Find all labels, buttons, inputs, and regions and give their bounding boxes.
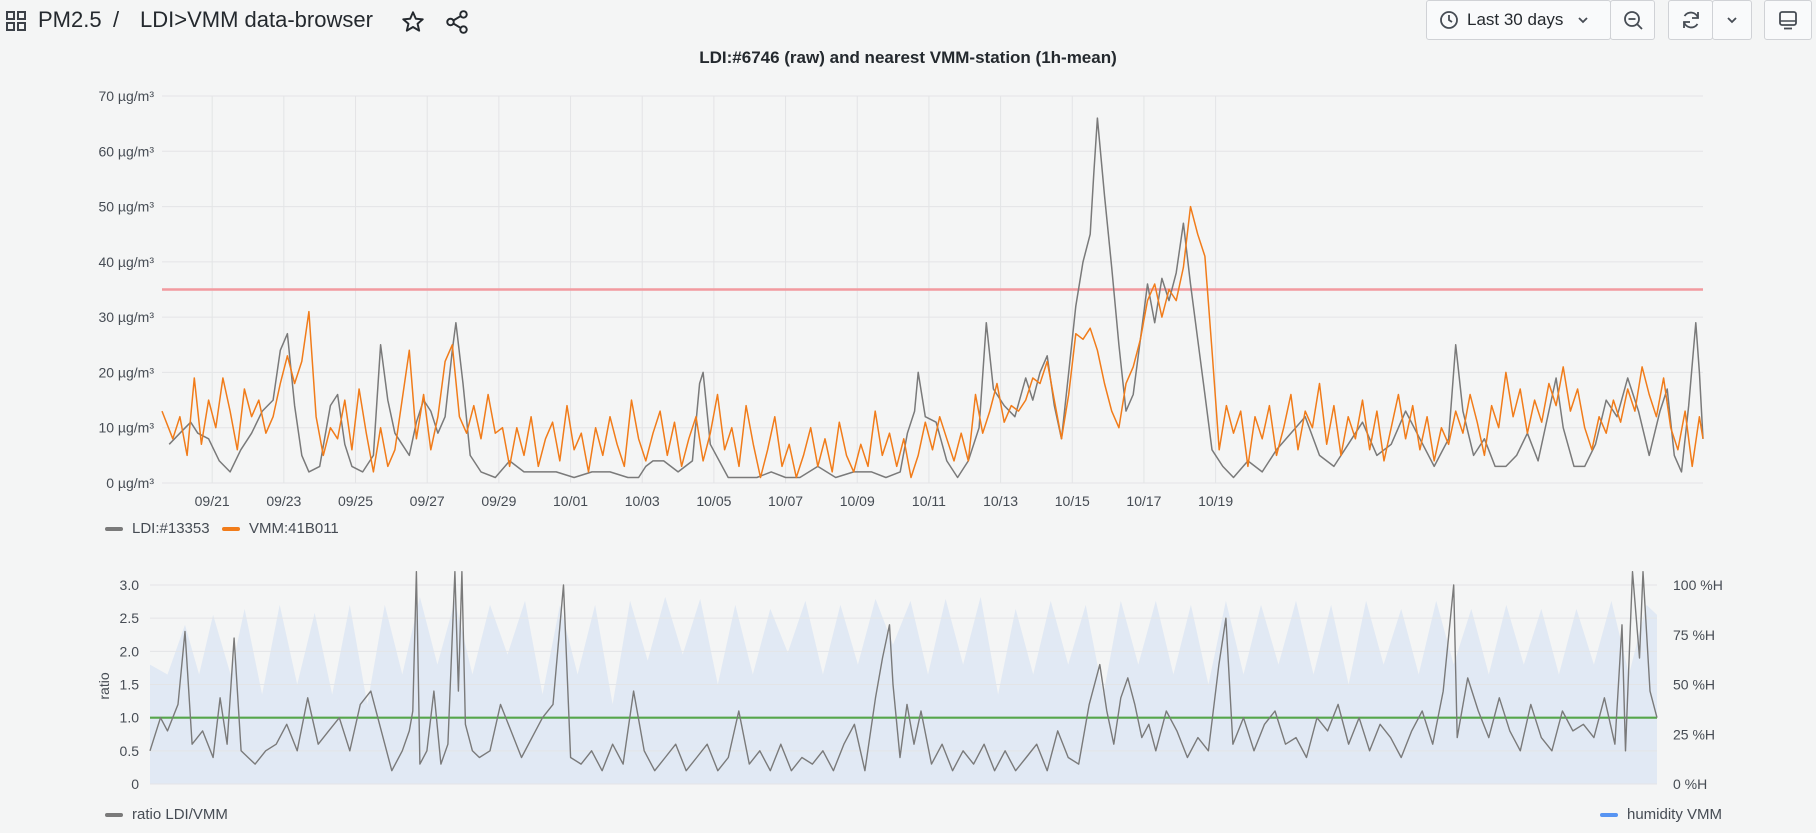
x-tick-label: 10/05	[696, 493, 731, 509]
legend-label-ldi: LDI:#13353	[132, 520, 210, 537]
y-tick-label: 2.0	[120, 643, 140, 659]
legend-swatch-ldi	[105, 526, 123, 531]
y2-tick-label: 0 %H	[1673, 776, 1707, 792]
x-tick-label: 10/03	[625, 493, 660, 509]
time-range-label: Last 30 days	[1467, 10, 1564, 29]
y-tick-label: 30 µg/m³	[98, 309, 154, 325]
legend-humidity[interactable]: humidity VMM	[1600, 806, 1722, 823]
legend-vmm[interactable]: VMM:41B011	[222, 520, 339, 537]
y2-tick-label: 25 %H	[1673, 726, 1715, 742]
y-tick-label: 0.5	[120, 743, 140, 759]
y-tick-label: 10 µg/m³	[98, 420, 154, 436]
x-tick-label: 09/25	[338, 493, 373, 509]
legend-label-vmm: VMM:41B011	[249, 520, 339, 537]
legend-ratio[interactable]: ratio LDI/VMM	[105, 806, 228, 823]
y-tick-label: 50 µg/m³	[98, 199, 154, 215]
x-tick-label: 10/15	[1055, 493, 1090, 509]
zoom-out-icon	[1623, 11, 1643, 30]
x-tick-label: 10/11	[912, 493, 946, 509]
x-tick-label: 09/21	[195, 493, 230, 509]
x-tick-label: 10/09	[840, 493, 875, 509]
x-tick-label: 10/01	[553, 493, 588, 509]
y-tick-label: 2.5	[120, 610, 140, 626]
clock-icon	[1440, 11, 1458, 29]
refresh-interval-dropdown[interactable]	[1712, 0, 1752, 40]
y-tick-label: 70 µg/m³	[98, 88, 154, 104]
panel-title: LDI:#6746 (raw) and nearest VMM-station …	[699, 48, 1117, 67]
humidity-area	[150, 596, 1657, 784]
x-tick-label: 10/19	[1198, 493, 1233, 509]
breadcrumb-folder[interactable]: PM2.5	[38, 7, 102, 32]
x-tick-label: 09/29	[481, 493, 516, 509]
vmm-series-line	[161, 205, 1704, 479]
x-tick-label: 09/27	[410, 493, 445, 509]
share-icon[interactable]	[444, 9, 470, 35]
y-tick-label: 60 µg/m³	[98, 143, 154, 159]
time-range-picker[interactable]: Last 30 days	[1426, 0, 1611, 40]
y-tick-label: 1.5	[120, 677, 140, 693]
y2-tick-label: 100 %H	[1673, 577, 1723, 593]
y-tick-label: 3.0	[120, 577, 140, 593]
x-tick-label: 10/07	[768, 493, 803, 509]
legend-ldi[interactable]: LDI:#13353	[105, 520, 210, 537]
legend-swatch-humidity	[1600, 812, 1618, 817]
legend-label-humidity: humidity VMM	[1627, 806, 1723, 823]
y2-tick-label: 75 %H	[1673, 627, 1715, 643]
y-tick-label: 40 µg/m³	[98, 254, 154, 270]
x-tick-label: 10/13	[983, 493, 1018, 509]
y-tick-label: 20 µg/m³	[98, 364, 154, 380]
tv-mode-button[interactable]	[1764, 0, 1812, 40]
y-tick-label: 0	[131, 776, 139, 792]
breadcrumb-separator: /	[113, 7, 120, 32]
refresh-button[interactable]	[1668, 0, 1713, 40]
ldi-series-line	[168, 117, 1704, 479]
y-tick-label: 0 µg/m³	[106, 475, 154, 491]
dashboard-title[interactable]: LDI>VMM data-browser	[140, 7, 373, 32]
pm25-timeseries-chart[interactable]: 0 µg/m³ 10 µg/m³ 20 µg/m³ 30 µg/m³ 40 µg/m³ 5…	[0, 0, 1816, 520]
chevron-down-icon	[1578, 17, 1589, 24]
x-tick-label: 10/17	[1126, 493, 1161, 509]
y-tick-label: 1.0	[120, 710, 140, 726]
legend-label-ratio: ratio LDI/VMM	[132, 806, 228, 823]
ratio-axis-label: ratio	[96, 672, 112, 699]
apps-icon[interactable]	[5, 10, 27, 32]
x-tick-label: 09/23	[266, 493, 301, 509]
tv-icon	[1779, 11, 1797, 30]
legend-swatch-ratio	[105, 812, 123, 817]
ratio-series-line	[149, 571, 1658, 772]
refresh-icon	[1682, 11, 1699, 29]
legend-swatch-vmm	[222, 526, 240, 531]
chevron-down-icon	[1727, 17, 1737, 24]
zoom-out-button[interactable]	[1610, 0, 1655, 40]
top-navbar: PM2.5 / LDI>VMM data-browser Last 30 day…	[0, 0, 1816, 44]
star-icon[interactable]	[400, 9, 426, 35]
y2-tick-label: 50 %H	[1673, 677, 1715, 693]
